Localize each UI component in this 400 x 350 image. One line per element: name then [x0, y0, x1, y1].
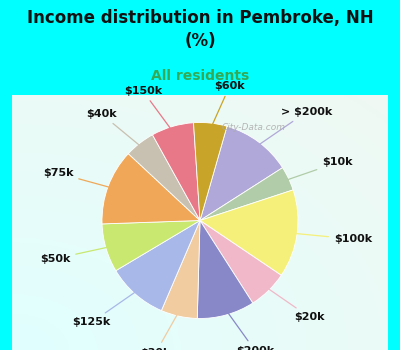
Wedge shape	[200, 168, 293, 220]
Text: $100k: $100k	[292, 233, 372, 244]
Wedge shape	[194, 122, 227, 220]
Wedge shape	[116, 220, 200, 310]
Wedge shape	[102, 154, 200, 224]
Wedge shape	[152, 123, 200, 220]
Text: $50k: $50k	[40, 246, 111, 264]
Text: $150k: $150k	[124, 86, 173, 132]
Wedge shape	[161, 220, 200, 318]
Text: City-Data.com: City-Data.com	[222, 123, 286, 132]
Wedge shape	[200, 220, 281, 303]
Text: $10k: $10k	[284, 158, 353, 181]
Text: Income distribution in Pembroke, NH
(%): Income distribution in Pembroke, NH (%)	[27, 9, 373, 50]
Text: $125k: $125k	[73, 290, 138, 327]
Wedge shape	[128, 135, 200, 220]
Text: $200k: $200k	[226, 310, 274, 350]
Wedge shape	[200, 126, 282, 220]
Text: All residents: All residents	[151, 69, 249, 83]
Text: $75k: $75k	[43, 168, 113, 188]
Text: $40k: $40k	[86, 109, 142, 148]
Text: $20k: $20k	[265, 287, 325, 322]
Wedge shape	[200, 190, 298, 275]
Wedge shape	[102, 220, 200, 271]
Text: $30k: $30k	[140, 311, 179, 350]
Text: > $200k: > $200k	[256, 107, 332, 147]
Text: $60k: $60k	[211, 81, 245, 128]
Wedge shape	[197, 220, 253, 318]
